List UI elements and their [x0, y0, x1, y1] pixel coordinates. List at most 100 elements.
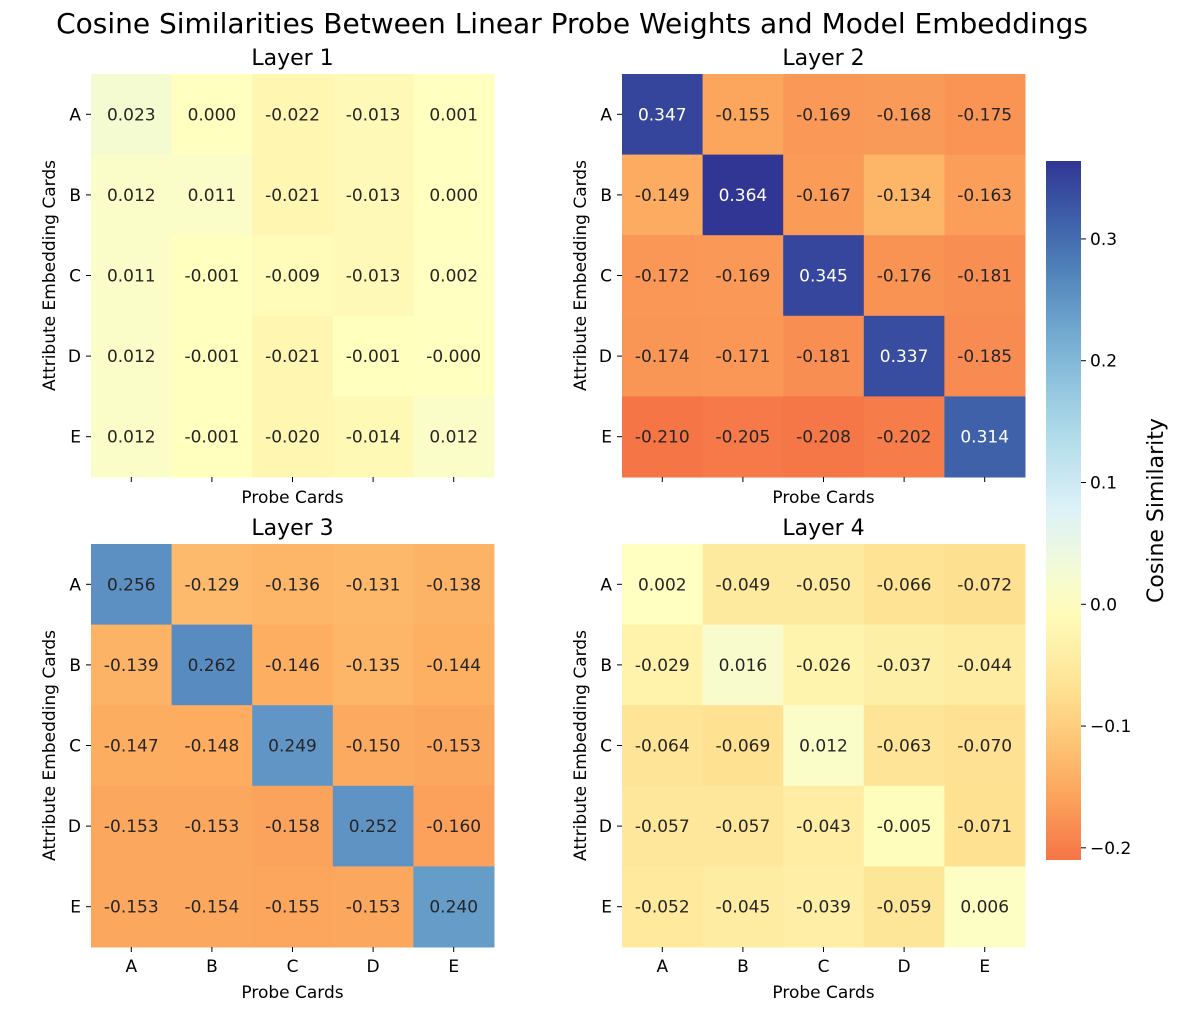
heatmap-cell	[944, 544, 1026, 626]
cell-value-label: -0.131	[346, 575, 401, 595]
y-tick-label: B	[69, 656, 81, 676]
heatmap-cell	[944, 154, 1026, 236]
y-axis-label: Attribute Embedding Cards	[571, 160, 591, 391]
heatmap-cell	[702, 866, 784, 948]
colorbar-tick-label: −0.1	[1090, 717, 1131, 737]
heatmap-cell	[171, 624, 253, 706]
heatmap-cell	[332, 396, 414, 478]
cell-value-label: -0.066	[877, 575, 932, 595]
heatmap-cell	[702, 235, 784, 317]
cell-value-label: -0.153	[426, 737, 481, 757]
cell-value-label: -0.021	[265, 186, 320, 206]
heatmap-cell	[413, 785, 495, 867]
heatmap-cell	[91, 315, 173, 397]
heatmap-cell	[91, 154, 173, 236]
y-tick-label: E	[601, 898, 612, 918]
colorbar-tick-label: 0.0	[1090, 595, 1117, 615]
heatmap-cell	[622, 235, 704, 317]
cell-value-label: -0.049	[715, 575, 770, 595]
colorbar-label: Cosine Similarity	[1144, 418, 1169, 603]
y-tick-label: A	[69, 575, 81, 595]
heatmap-cell	[783, 235, 865, 317]
heatmap-cell	[413, 74, 495, 156]
heatmap-cell	[171, 396, 253, 478]
cell-value-label: 0.012	[107, 428, 156, 448]
x-axis-label: Probe Cards	[241, 488, 343, 508]
cell-value-label: 0.016	[719, 656, 768, 676]
cell-value-label: -0.001	[184, 347, 239, 367]
heatmap-cell	[702, 544, 784, 626]
cell-value-label: -0.043	[796, 817, 851, 837]
x-tick-label: A	[125, 957, 137, 977]
cell-value-label: -0.029	[635, 656, 690, 676]
cell-value-label: 0.256	[107, 575, 156, 595]
heatmap-cell	[252, 705, 334, 787]
cell-value-label: -0.052	[635, 898, 690, 918]
heatmap-cell	[91, 544, 173, 626]
heatmap-panel-4: Layer 4 0.002 -0.049 -0.050 -0.066 -0.072 -0.0…	[571, 516, 1026, 1003]
cell-value-label: -0.001	[184, 267, 239, 287]
heatmap-cell	[413, 705, 495, 787]
cell-value-label: -0.154	[184, 898, 239, 918]
heatmap-cell	[863, 235, 945, 317]
heatmap-cell	[622, 315, 704, 397]
y-tick-label: D	[599, 347, 612, 367]
cell-value-label: -0.057	[715, 817, 770, 837]
panel-title: Layer 2	[782, 46, 864, 71]
chart-title: Cosine Similarities Between Linear Probe…	[56, 7, 1088, 40]
heatmap-cell	[622, 154, 704, 236]
heatmap-cell	[332, 624, 414, 706]
cell-value-label: -0.000	[426, 347, 481, 367]
x-tick-label: E	[979, 957, 990, 977]
heatmap-cell	[783, 624, 865, 706]
heatmap-cell	[252, 396, 334, 478]
cell-value-label: -0.176	[877, 267, 932, 287]
heatmap-cell	[252, 74, 334, 156]
cell-value-label: -0.057	[635, 817, 690, 837]
panel-title: Layer 4	[782, 516, 864, 541]
heatmap-cell	[783, 785, 865, 867]
heatmap-cell	[783, 866, 865, 948]
heatmap-cell	[413, 396, 495, 478]
cell-value-label: -0.134	[877, 186, 932, 206]
cell-value-label: -0.071	[957, 817, 1012, 837]
heatmap-cell	[91, 866, 173, 948]
y-tick-label: E	[601, 428, 612, 448]
heatmap-cell	[702, 154, 784, 236]
x-tick-label: C	[287, 957, 299, 977]
x-axis-label: Probe Cards	[772, 983, 874, 1003]
cell-value-label: -0.171	[715, 347, 770, 367]
colorbar-tick-label: 0.2	[1090, 352, 1117, 372]
cell-value-label: -0.009	[265, 267, 320, 287]
heatmap-cell	[783, 74, 865, 156]
cell-value-label: -0.138	[426, 575, 481, 595]
cell-value-label: -0.013	[346, 105, 401, 125]
heatmap-panels: Layer 1 0.023 0.000 -0.022 -0.013 0.001 0.012 0…	[40, 46, 1026, 1003]
cell-value-label: -0.153	[184, 817, 239, 837]
heatmap-cell	[702, 785, 784, 867]
colorbar-gradient	[1046, 161, 1081, 860]
heatmap-cell	[252, 544, 334, 626]
heatmap-cell	[944, 235, 1026, 317]
heatmap-cell	[863, 866, 945, 948]
cell-value-label: 0.012	[799, 737, 848, 757]
y-tick-label: E	[70, 898, 81, 918]
heatmap-cell	[944, 866, 1026, 948]
cell-value-label: -0.022	[265, 105, 320, 125]
cell-value-label: -0.160	[426, 817, 481, 837]
cell-value-label: -0.001	[184, 428, 239, 448]
heatmap-cell	[252, 624, 334, 706]
y-tick-label: B	[69, 186, 81, 206]
heatmap-cell	[863, 624, 945, 706]
cell-value-label: -0.155	[265, 898, 320, 918]
colorbar-tick-label: 0.3	[1090, 230, 1117, 250]
heatmap-cell	[413, 315, 495, 397]
cell-value-label: 0.002	[638, 575, 687, 595]
cell-value-label: 0.012	[107, 186, 156, 206]
cell-value-label: 0.262	[188, 656, 237, 676]
cell-value-label: -0.167	[796, 186, 851, 206]
heatmap-cell	[171, 74, 253, 156]
cell-value-label: -0.044	[957, 656, 1012, 676]
heatmap-cell	[91, 74, 173, 156]
heatmap-cell	[783, 315, 865, 397]
